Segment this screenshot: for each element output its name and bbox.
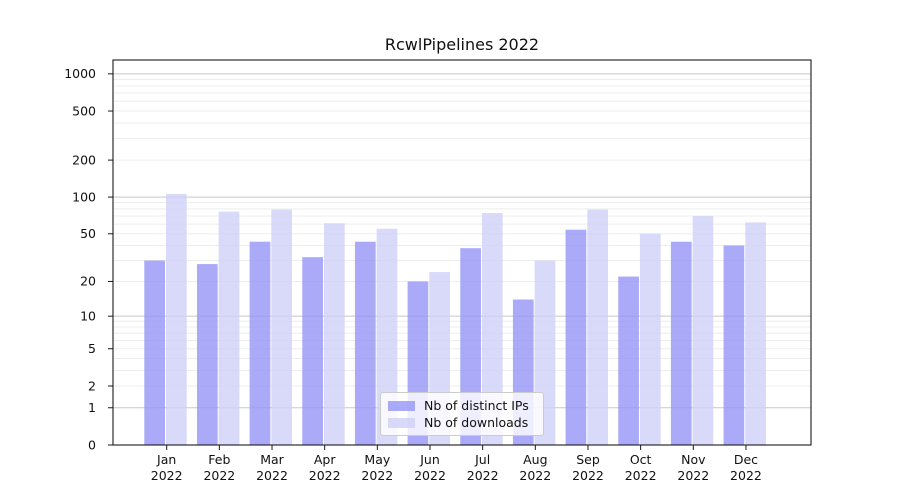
y-tick-label: 0 <box>88 437 96 452</box>
legend-swatch-distinct-ips-icon <box>388 400 415 411</box>
x-tick-label-month: Jul <box>474 452 490 467</box>
y-tick-label: 100 <box>72 189 96 204</box>
y-tick-label: 2 <box>88 378 96 393</box>
bar-distinct-ips <box>354 241 376 445</box>
x-tick-label-year: 2022 <box>730 468 762 483</box>
x-tick-label-year: 2022 <box>151 468 183 483</box>
bar-distinct-ips <box>618 276 639 445</box>
y-tick-label: 200 <box>72 152 96 167</box>
bar-downloads <box>745 222 766 445</box>
bar-downloads <box>376 228 398 445</box>
x-tick-label-month: Oct <box>630 452 652 467</box>
legend-item-distinct-ips: Nb of distinct IPs <box>388 398 535 413</box>
x-tick-label-year: 2022 <box>361 468 393 483</box>
x-tick-label-month: Nov <box>681 452 706 467</box>
x-tick-label-year: 2022 <box>467 468 499 483</box>
y-tick-label: 50 <box>80 226 96 241</box>
x-tick-label-month: Dec <box>734 452 758 467</box>
x-tick-label-month: Jan <box>156 452 176 467</box>
y-tick-label: 1000 <box>64 66 96 81</box>
x-tick-label-year: 2022 <box>677 468 709 483</box>
legend: Nb of distinct IPs Nb of downloads <box>380 392 544 436</box>
y-tick-label: 20 <box>80 274 96 289</box>
x-tick-label-year: 2022 <box>203 468 235 483</box>
x-tick-label-year: 2022 <box>256 468 288 483</box>
x-tick-label-year: 2022 <box>625 468 657 483</box>
x-tick-label-year: 2022 <box>414 468 446 483</box>
bar-downloads <box>271 209 293 445</box>
bar-distinct-ips <box>723 245 745 445</box>
bar-distinct-ips <box>302 257 323 445</box>
x-tick-label-month: Apr <box>314 452 336 467</box>
x-tick-label-year: 2022 <box>572 468 604 483</box>
x-tick-label-year: 2022 <box>519 468 551 483</box>
bar-downloads <box>639 233 661 445</box>
y-tick-label: 5 <box>88 341 96 356</box>
y-tick-label: 500 <box>72 103 96 118</box>
legend-swatch-downloads-icon <box>388 417 415 428</box>
x-tick-label-month: Aug <box>523 452 547 467</box>
y-tick-label: 1 <box>88 400 96 415</box>
bar-distinct-ips <box>196 264 218 445</box>
x-tick-label-month: Jun <box>419 452 440 467</box>
bar-distinct-ips <box>565 229 587 445</box>
legend-label-distinct-ips: Nb of distinct IPs <box>424 398 529 413</box>
x-tick-label-month: Sep <box>576 452 600 467</box>
plot-border <box>112 59 812 446</box>
legend-item-downloads: Nb of downloads <box>388 415 535 430</box>
chart-title: RcwlPipelines 2022 <box>384 35 540 54</box>
bar-downloads <box>692 215 714 445</box>
bar-distinct-ips <box>144 260 165 445</box>
bar-downloads <box>481 213 503 445</box>
x-tick-label-year: 2022 <box>309 468 341 483</box>
bar-downloads <box>323 223 345 445</box>
bar-downloads <box>166 193 187 445</box>
bar-distinct-ips <box>249 241 271 445</box>
bar-downloads <box>218 211 240 445</box>
y-tick-label: 10 <box>80 308 96 323</box>
bar-downloads <box>587 209 608 445</box>
bar-distinct-ips <box>670 241 692 445</box>
legend-label-downloads: Nb of downloads <box>424 415 529 430</box>
x-tick-label-month: Mar <box>260 452 284 467</box>
x-tick-label-month: May <box>364 452 390 467</box>
x-tick-label-month: Feb <box>208 452 230 467</box>
